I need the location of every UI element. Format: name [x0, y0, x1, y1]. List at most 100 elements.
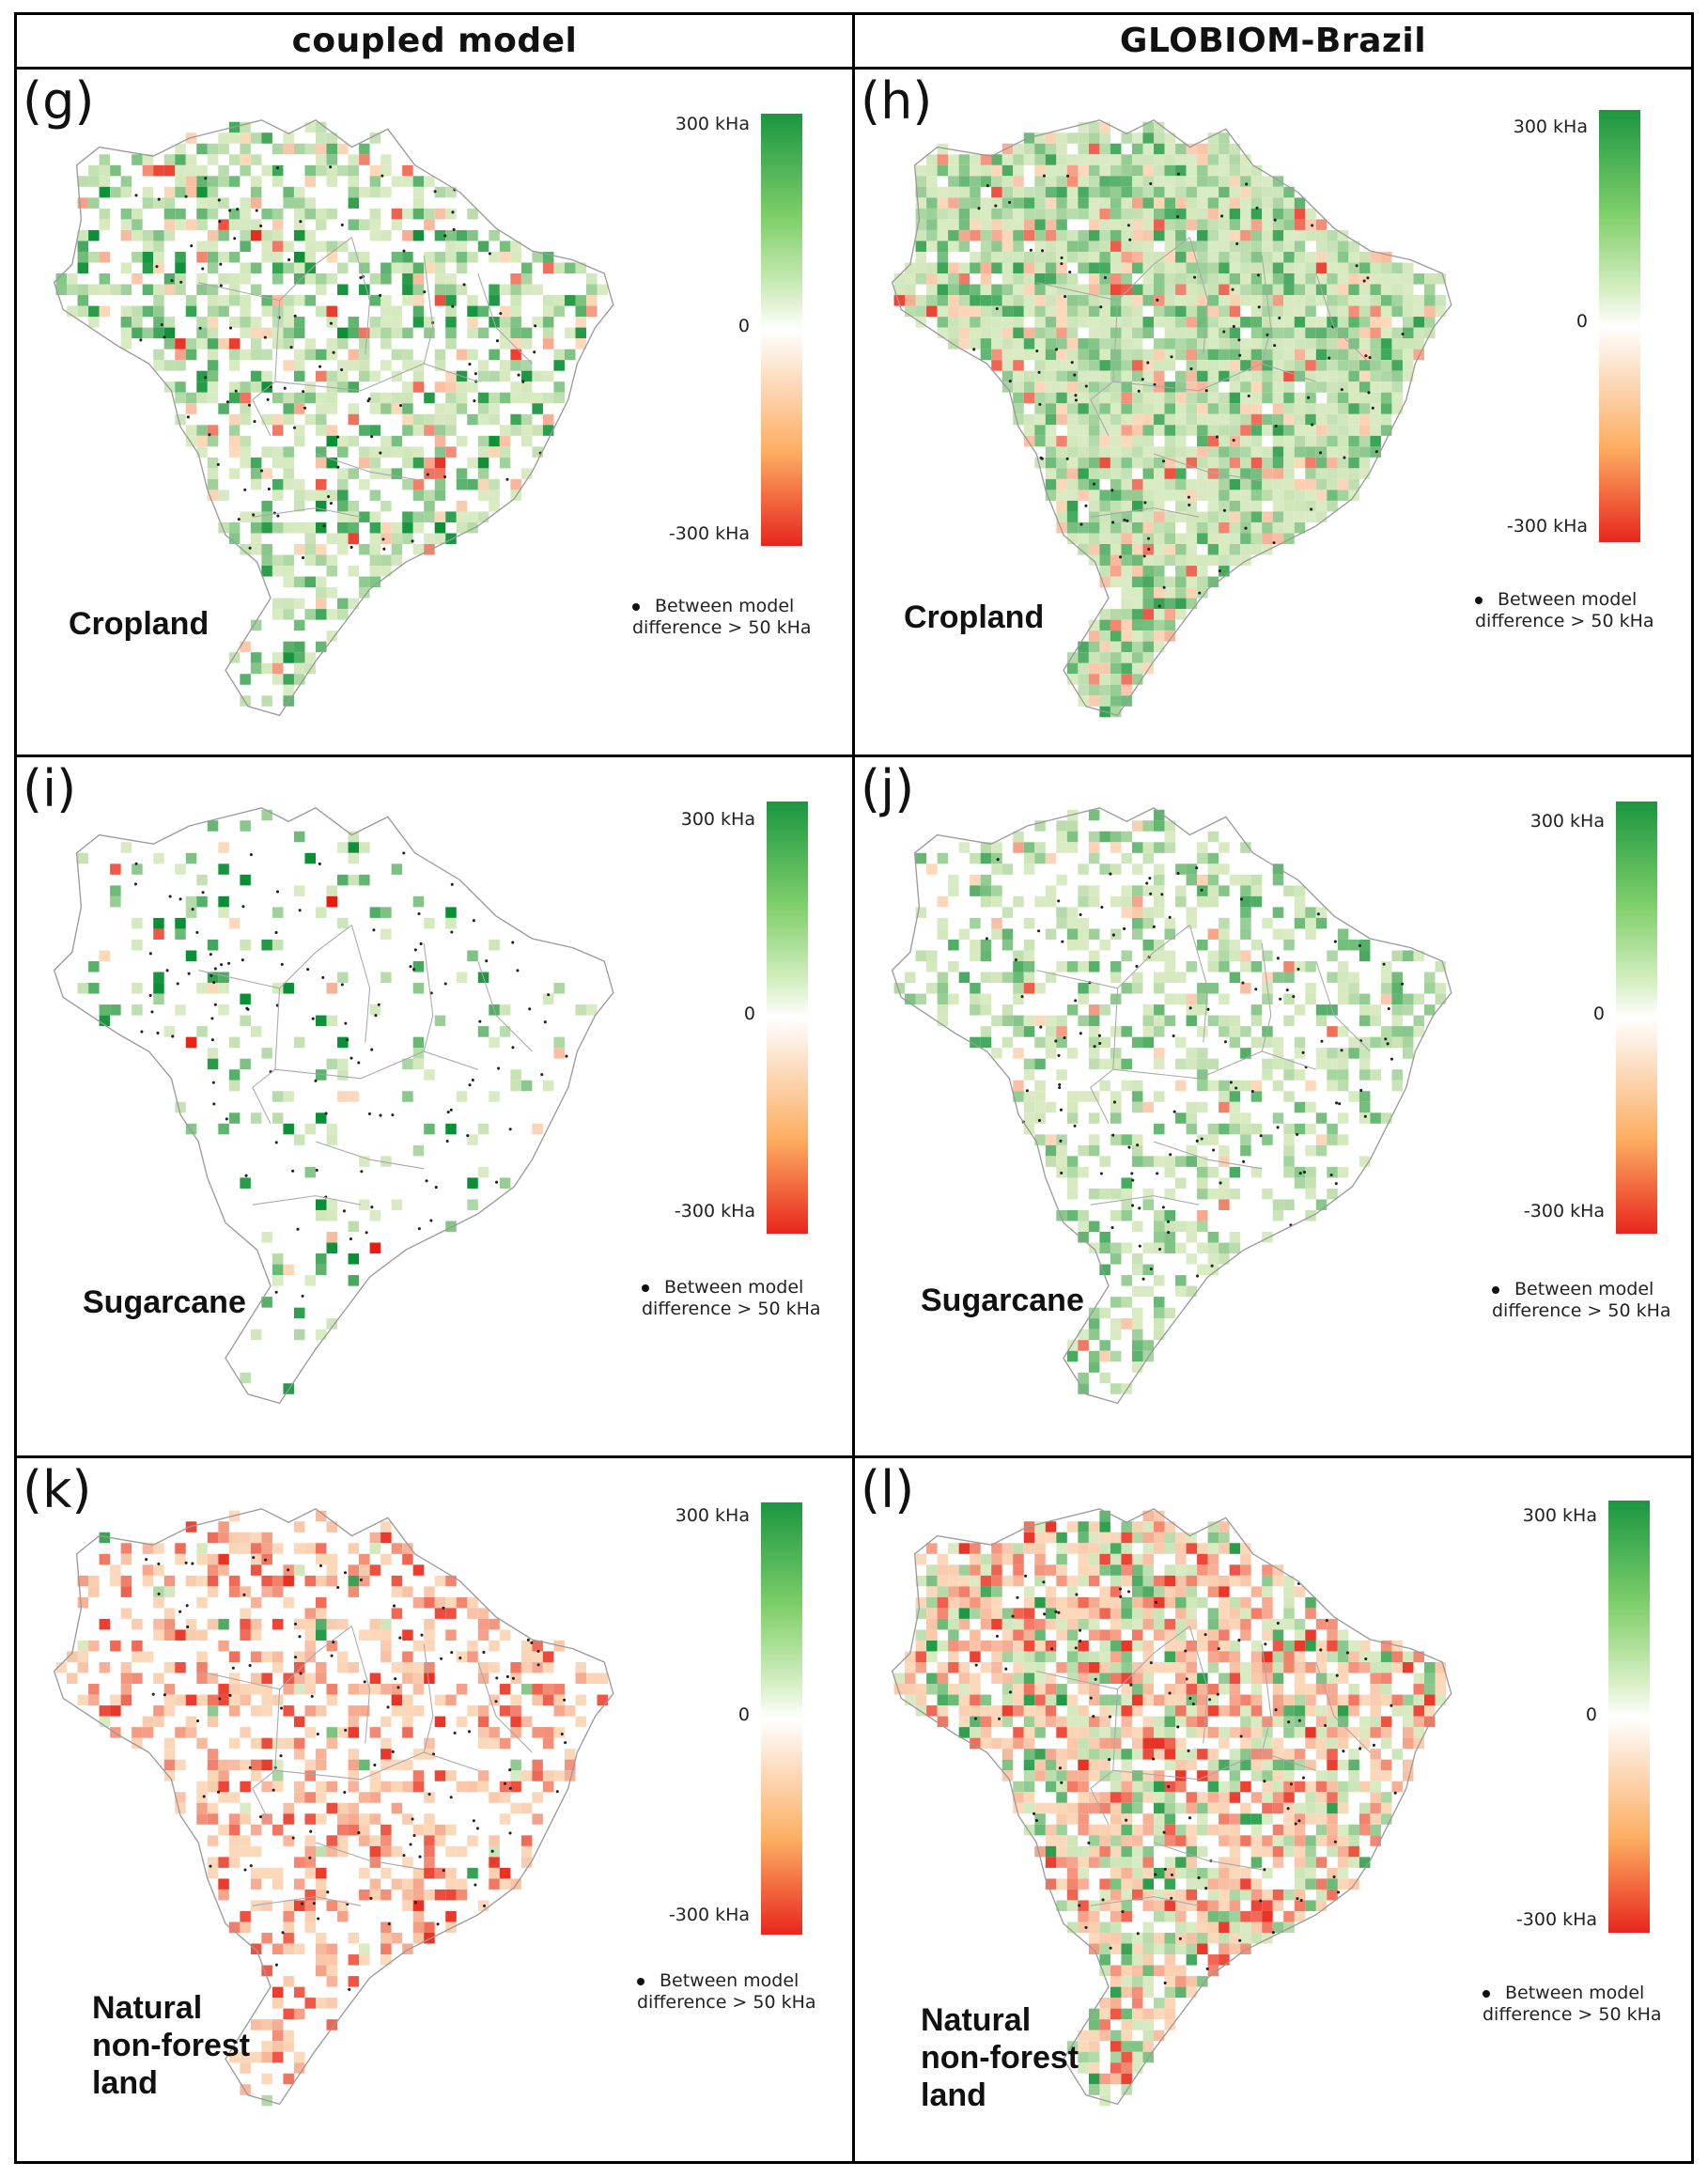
grid-cell	[1219, 928, 1230, 940]
grid-cell	[1023, 1586, 1035, 1597]
grid-cell	[1337, 251, 1349, 263]
grid-cell	[1121, 511, 1132, 522]
grid-cell	[991, 262, 1002, 273]
grid-cell	[1121, 219, 1132, 230]
grid-cell	[163, 219, 176, 230]
grid-cell	[991, 154, 1002, 165]
grid-cell	[391, 251, 403, 263]
grid-cell	[293, 1307, 305, 1319]
grid-cell	[1305, 1629, 1316, 1641]
difference-dot	[1206, 1007, 1210, 1011]
grid-cell	[424, 251, 435, 263]
grid-cell	[1056, 1543, 1067, 1554]
grid-cell	[1066, 478, 1079, 490]
state-border	[350, 1626, 371, 1744]
difference-dot	[359, 275, 363, 280]
grid-cell	[326, 885, 338, 896]
grid-cell	[434, 478, 446, 490]
difference-dot	[1099, 1172, 1103, 1175]
grid-cell	[77, 1575, 89, 1587]
grid-cell	[1056, 295, 1067, 306]
difference-dot	[195, 1719, 200, 1723]
grid-cell	[391, 262, 403, 273]
grid-cell	[1110, 1318, 1122, 1330]
grid-cell	[1229, 972, 1241, 984]
difference-dot	[1136, 1143, 1140, 1147]
grid-cell	[175, 251, 186, 263]
grid-cell	[1142, 917, 1154, 929]
grid-cell	[380, 468, 392, 479]
grid-cell	[553, 1048, 565, 1059]
grid-cell	[1131, 544, 1143, 555]
panel-title-cropland: Cropland	[904, 599, 1045, 635]
grid-cell	[1229, 176, 1241, 187]
grid-cell	[228, 295, 241, 306]
grid-cell	[369, 295, 381, 306]
grid-cell	[326, 1954, 338, 1966]
grid-cell	[542, 1770, 554, 1781]
grid-cell	[185, 295, 197, 306]
grid-cell	[1229, 413, 1241, 426]
grid-cell	[1370, 327, 1381, 339]
grid-cell	[1131, 907, 1143, 918]
grid-cell	[915, 907, 927, 918]
grid-cell	[586, 273, 598, 285]
grid-cell	[1034, 273, 1046, 285]
grid-cell	[1240, 197, 1251, 209]
grid-cell	[1327, 370, 1338, 382]
grid-cell	[958, 219, 970, 230]
grid-cell	[937, 273, 949, 285]
grid-cell	[380, 907, 392, 918]
grid-cell	[520, 273, 533, 285]
grid-cell	[445, 295, 457, 306]
grid-cell	[970, 1672, 981, 1685]
grid-cell	[1424, 1672, 1436, 1685]
difference-dot	[1244, 526, 1248, 530]
difference-dot	[233, 237, 237, 241]
grid-cell	[1078, 1662, 1089, 1673]
grid-cell	[1099, 1232, 1110, 1243]
grid-cell	[402, 413, 413, 426]
grid-cell	[1154, 403, 1165, 414]
grid-cell	[316, 1069, 327, 1081]
grid-cell	[1121, 1532, 1132, 1544]
grid-cell	[958, 327, 970, 339]
grid-cell	[304, 1727, 316, 1738]
grid-cell	[1045, 143, 1057, 155]
grid-cell	[1186, 1285, 1198, 1298]
grid-cell	[1175, 1275, 1187, 1286]
grid-cell	[1197, 852, 1208, 864]
grid-cell	[359, 143, 370, 155]
grid-cell	[1337, 928, 1349, 940]
grid-cell	[316, 1264, 327, 1276]
grid-cell	[1219, 370, 1230, 382]
grid-cell	[1013, 1640, 1024, 1652]
grid-cell	[1250, 1640, 1263, 1652]
grid-cell	[1164, 295, 1176, 306]
grid-cell	[175, 349, 186, 361]
grid-cell	[120, 1608, 132, 1619]
grid-cell	[970, 1694, 981, 1706]
grid-cell	[240, 1532, 251, 1544]
grid-cell	[1002, 1672, 1014, 1685]
grid-cell	[261, 295, 272, 306]
grid-cell	[970, 262, 981, 273]
grid-cell	[1078, 1564, 1089, 1576]
grid-cell	[1066, 662, 1079, 675]
grid-cell	[293, 544, 305, 555]
grid-cell	[1164, 132, 1176, 144]
grid-cell	[1078, 457, 1089, 469]
grid-cell	[1207, 576, 1219, 588]
grid-cell	[1186, 143, 1198, 155]
grid-cell	[1327, 403, 1338, 414]
grid-cell	[1164, 950, 1176, 961]
difference-dot	[547, 993, 551, 997]
grid-cell	[326, 1835, 338, 1846]
grid-cell	[1110, 197, 1122, 209]
grid-cell	[1002, 1618, 1014, 1630]
grid-cell	[1023, 273, 1035, 285]
difference-dot	[1065, 457, 1069, 460]
difference-dot	[419, 941, 423, 946]
grid-cell	[1034, 820, 1046, 832]
grid-cell	[175, 1101, 186, 1113]
